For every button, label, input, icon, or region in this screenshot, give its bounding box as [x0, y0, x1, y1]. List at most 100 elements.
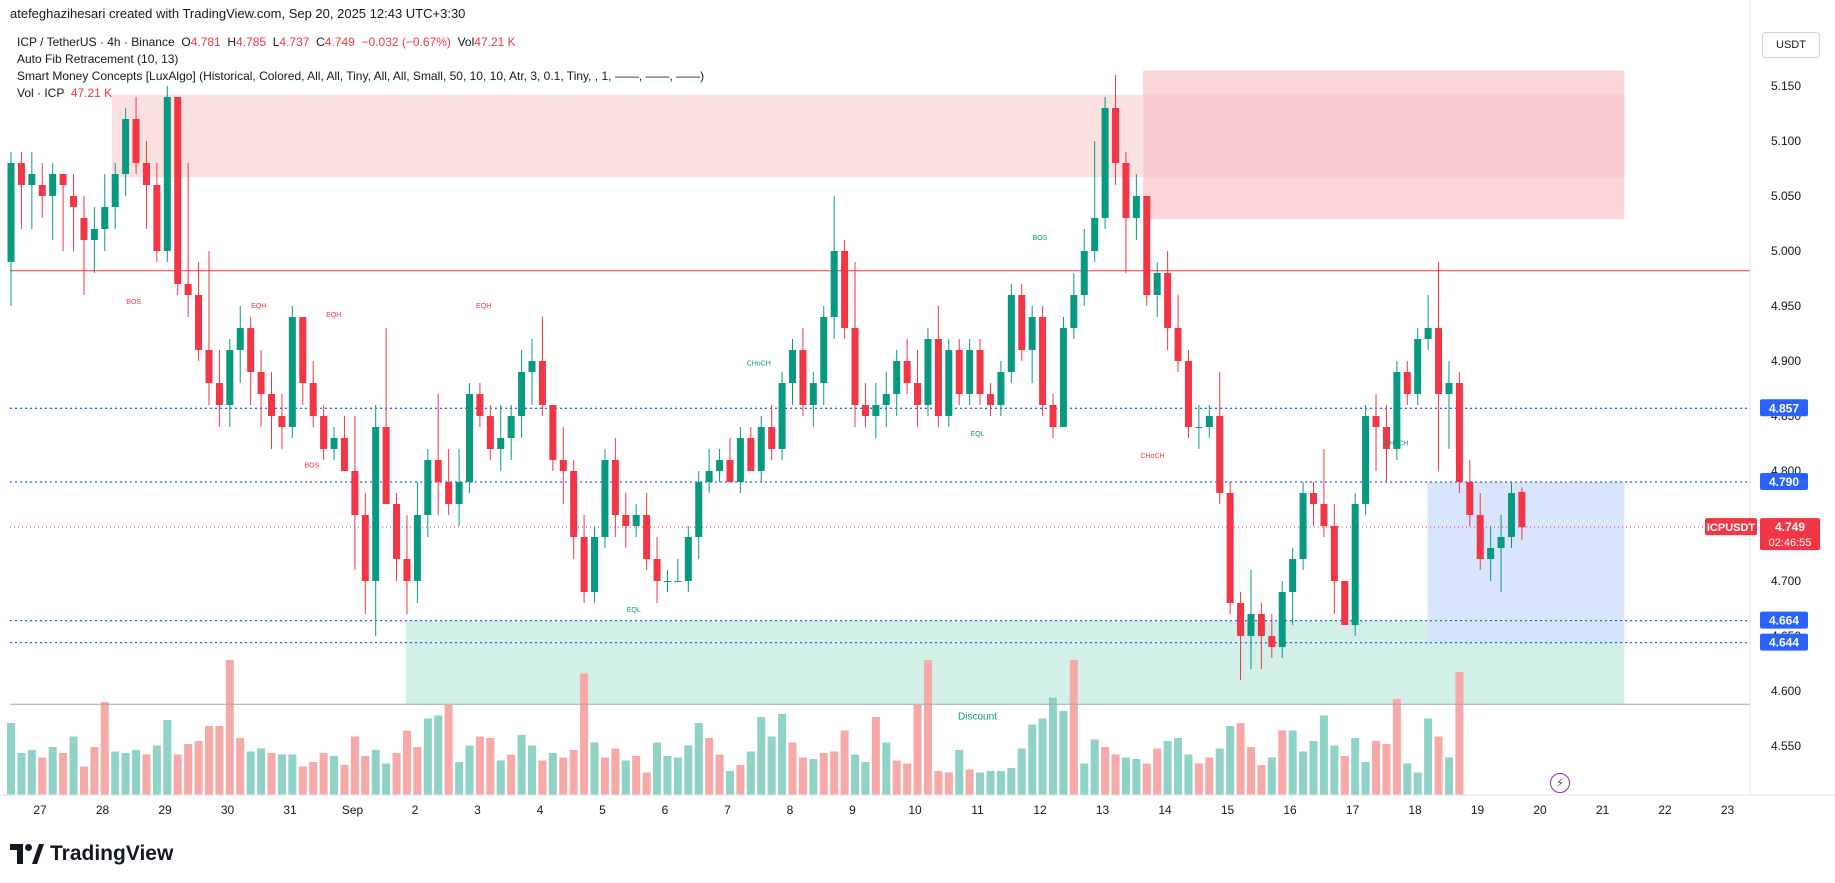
volume-bar — [1392, 699, 1401, 795]
volume-series-value: 47.21 K — [70, 86, 113, 100]
price-axis-tick: 4.700 — [1771, 574, 1801, 588]
volume-bar — [528, 745, 536, 795]
volume-bar — [1309, 741, 1318, 795]
volume-bar — [851, 754, 860, 795]
candle-body — [1487, 548, 1495, 559]
indicator-smc-row[interactable]: Smart Money Concepts [LuxAlgo] (Historic… — [17, 69, 705, 83]
volume-bar — [611, 748, 620, 795]
volume-bar — [1319, 715, 1328, 795]
volume-bar — [132, 750, 141, 795]
candle-body — [882, 394, 890, 405]
candle-body — [1122, 163, 1130, 218]
lightning-icon[interactable]: ⚡ — [1550, 773, 1570, 793]
volume-bar — [309, 762, 318, 795]
candle-body — [820, 317, 828, 383]
volume-bar — [434, 715, 443, 795]
candle-body — [945, 350, 953, 416]
time-axis-tick: 31 — [283, 803, 297, 817]
volume-bar — [215, 726, 224, 795]
volume-bar — [694, 723, 703, 795]
candle-body — [674, 581, 682, 582]
candle-body — [1268, 636, 1276, 647]
smc-label: EQH — [251, 303, 266, 310]
volume-bar — [257, 748, 266, 795]
price-axis-tick: 4.900 — [1771, 354, 1801, 368]
time-axis-tick: 21 — [1596, 803, 1610, 817]
candle-body — [653, 559, 661, 581]
candle-body — [1414, 339, 1422, 394]
candle-body — [361, 515, 369, 581]
candle-body — [184, 284, 192, 295]
volume-bar — [455, 762, 464, 795]
candle-body — [1226, 493, 1234, 603]
candle-body — [1080, 251, 1088, 295]
time-axis-tick: 6 — [662, 803, 669, 817]
candle-body — [1247, 614, 1255, 636]
volume-series-name: Vol · ICP — [17, 86, 65, 100]
indicator-volume-row[interactable]: Vol · ICP 47.21 K — [17, 85, 704, 102]
candle-body — [236, 328, 244, 350]
candle-body — [955, 350, 963, 394]
candle-body — [413, 515, 421, 581]
volume-bar — [892, 760, 901, 795]
candle-body — [934, 339, 942, 416]
volume-bar — [767, 736, 776, 795]
tradingview-logo-icon — [10, 844, 44, 864]
volume-bar — [59, 753, 68, 795]
volume-bar — [1069, 660, 1078, 795]
volume-bar — [1142, 763, 1151, 795]
candle-body — [1164, 273, 1172, 328]
candle-body — [70, 196, 78, 207]
candle-body — [768, 427, 776, 449]
candle-body — [1112, 108, 1120, 163]
candle-body — [445, 482, 453, 504]
symbol-legend-row[interactable]: ICP / TetherUS · 4h · Binance O4.781 H4.… — [17, 34, 704, 51]
candle-body — [861, 405, 869, 416]
volume-bar — [788, 742, 797, 795]
time-axis-tick: 30 — [221, 803, 235, 817]
time-axis-tick: 2 — [412, 803, 419, 817]
volume-bar — [267, 753, 276, 795]
candle-body — [142, 163, 150, 185]
volume-bar — [38, 757, 47, 795]
candle-body — [799, 350, 807, 405]
candle-body — [893, 361, 901, 394]
volume-bar — [184, 744, 193, 795]
volume-bar — [1215, 748, 1224, 795]
time-axis-tick: 27 — [33, 803, 47, 817]
volume-bar — [840, 730, 849, 795]
volume-bar — [1382, 744, 1391, 795]
currency-button[interactable]: USDT — [1762, 32, 1820, 58]
volume-bar — [288, 754, 297, 795]
candle-body — [1039, 317, 1047, 405]
candle-body — [872, 405, 880, 416]
volume-bar — [1257, 765, 1266, 795]
volume-bar — [330, 756, 339, 795]
brand-name: TradingView — [50, 842, 174, 865]
candle-body — [1070, 295, 1078, 328]
volume-bar — [871, 717, 880, 795]
time-axis-tick: 29 — [158, 803, 172, 817]
volume-bar — [1049, 697, 1057, 795]
volume-bar — [944, 772, 953, 795]
candle-body — [705, 471, 713, 482]
volume-bar — [277, 754, 286, 795]
volume-bar — [1299, 751, 1308, 795]
candle-body — [1143, 196, 1151, 295]
candle-body — [518, 372, 526, 416]
smc-label: CHoCH — [1140, 453, 1164, 460]
candle-body — [1466, 482, 1474, 515]
chart-credit: atefeghazihesari created with TradingVie… — [10, 6, 466, 21]
price-level-badge — [1760, 611, 1808, 629]
volume-bar — [1246, 747, 1255, 795]
volume-bar — [955, 750, 964, 795]
candle-body — [643, 515, 651, 559]
indicator-fib-row[interactable]: Auto Fib Retracement (10, 13) — [17, 52, 179, 66]
candle-body — [851, 328, 859, 405]
price-axis-tick: 5.100 — [1771, 134, 1801, 148]
candle-body — [1382, 427, 1390, 449]
candle-body — [320, 416, 328, 449]
volume-bar — [7, 723, 15, 795]
close-value: 4.749 — [324, 35, 355, 49]
